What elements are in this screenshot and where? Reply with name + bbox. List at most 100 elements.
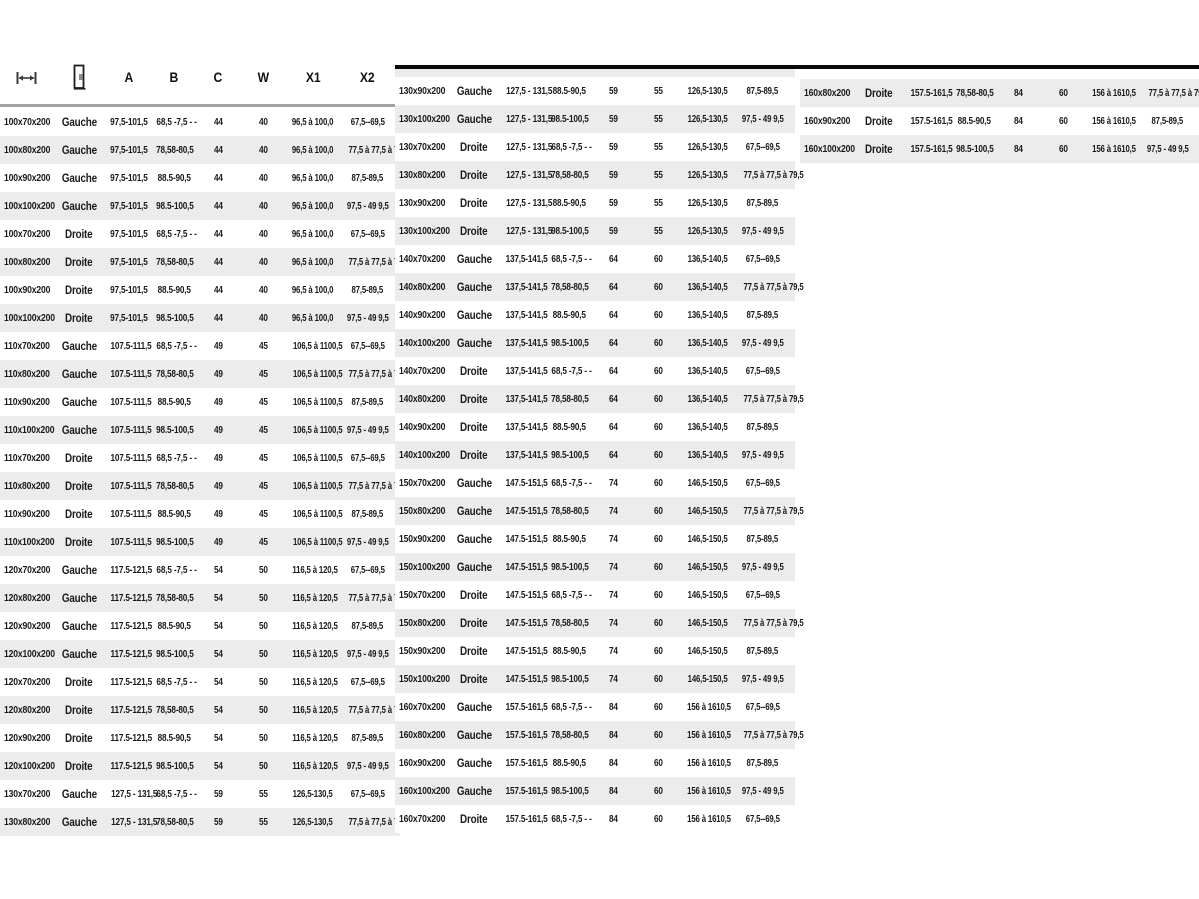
cell-side: Droite: [65, 255, 93, 269]
cell-c: 64: [608, 309, 618, 321]
cell-a: 97,5-101,5: [110, 228, 148, 240]
cell-size: 130x70x200: [4, 788, 51, 800]
cell-x1: 156 à 1610,5: [687, 701, 731, 713]
cell-w: 55: [653, 197, 663, 209]
table-row: 130x80x200 Droite 127,5 - 131,5 78,58-80,5 5…: [395, 161, 804, 189]
cell-x1: 126,5-130,5: [688, 85, 728, 97]
table-row: 110x80x200 Gauche 107.5-111,5 78,58-80,5 49 4…: [0, 360, 409, 388]
table-row: 150x100x200 Droite 147.5-151,5 98.5-100,5 74…: [395, 665, 795, 693]
cell-side: Gauche: [456, 532, 492, 546]
cell-b: 98.5-100,5: [156, 424, 194, 436]
cell-a: 107.5-111,5: [110, 536, 152, 548]
table-row: 140x80x200 Droite 137,5-141,5 78,58-80,5 64 6…: [395, 385, 804, 413]
cell-c: 44: [213, 228, 223, 240]
cell-x1: 106,5 à 1100,5: [292, 452, 343, 464]
cell-a: 97,5-101,5: [110, 284, 148, 296]
cell-side: Gauche: [456, 280, 492, 294]
table-row: 140x70x200 Droite 137,5-141,5 68,5 -7,5 - -…: [395, 357, 795, 385]
cell-c: 44: [213, 172, 223, 184]
cell-size: 120x80x200: [4, 592, 51, 604]
cell-w: 60: [653, 281, 663, 293]
cell-x1: 106,5 à 1100,5: [292, 396, 343, 408]
cell-size: 100x100x200: [4, 200, 55, 212]
cell-x1: 156 à 1610,5: [687, 757, 731, 769]
cell-a: 127,5 - 131,5: [506, 85, 553, 97]
cell-w: 60: [1058, 87, 1068, 99]
cell-size: 120x100x200: [4, 760, 55, 772]
cell-c: 64: [608, 365, 618, 377]
cell-b: 68,5 -7,5 - -: [156, 788, 197, 800]
cell-c: 74: [608, 673, 618, 685]
cell-x1: 156 à 1610,5: [687, 729, 731, 741]
cell-c: 49: [213, 424, 223, 436]
cell-b: 68,5 -7,5 - -: [156, 564, 197, 576]
table-row: 160x80x200 Droite 157.5-161,5 78,58-80,5 84 6…: [800, 79, 1199, 107]
cell-x1: 126,5-130,5: [688, 169, 728, 181]
cell-size: 120x90x200: [4, 732, 51, 744]
column-header-c: C: [213, 69, 223, 85]
cell-b: 68,5 -7,5 - -: [551, 253, 592, 265]
table-row: 110x90x200 Gauche 107.5-111,5 88.5-90,5 49 45…: [0, 388, 400, 416]
cell-side: Droite: [65, 759, 93, 773]
cell-a: 127,5 - 131,5: [111, 816, 158, 828]
cell-x2: 87,5-89,5: [351, 284, 384, 296]
cell-side: Gauche: [61, 647, 97, 661]
cell-size: 160x80x200: [399, 729, 446, 741]
cell-side: Droite: [460, 196, 488, 210]
cell-a: 147.5-151,5: [505, 589, 548, 601]
cell-size: 110x90x200: [4, 396, 50, 408]
cell-w: 40: [258, 228, 268, 240]
cell-b: 88.5-90,5: [957, 115, 991, 127]
cell-b: 98.5-100,5: [551, 225, 589, 237]
cell-c: 59: [608, 197, 618, 209]
cell-w: 45: [258, 396, 268, 408]
cell-x2: 67,5--69,5: [350, 116, 385, 128]
cell-x1: 96,5 à 100,0: [292, 256, 334, 268]
cell-x2: 87,5-89,5: [351, 620, 384, 632]
cell-b: 98.5-100,5: [156, 536, 194, 548]
cell-side: Gauche: [61, 339, 97, 353]
cell-x1: 136,5-140,5: [688, 253, 728, 265]
cell-x1: 116,5 à 120,5: [292, 564, 338, 576]
cell-size: 140x100x200: [399, 449, 450, 461]
table-row: 150x70x200 Gauche 147.5-151,5 68,5 -7,5 - -…: [395, 469, 795, 497]
cell-x2: 77,5 à 77,5 à 79,5: [348, 592, 409, 604]
cell-b: 98.5-100,5: [156, 648, 194, 660]
cell-w: 50: [258, 648, 268, 660]
cell-c: 84: [1013, 115, 1023, 127]
cell-c: 74: [608, 477, 618, 489]
cell-w: 60: [1058, 115, 1068, 127]
cell-c: 84: [608, 701, 618, 713]
cell-a: 157.5-161,5: [910, 87, 953, 99]
cell-side: Droite: [460, 616, 488, 630]
cell-x2: 97,5 - 49 9,5: [346, 536, 389, 548]
cell-x1: 146,5-150,5: [688, 645, 728, 657]
cell-w: 40: [258, 312, 268, 324]
cell-a: 147.5-151,5: [505, 477, 548, 489]
table-row: 130x70x200 Gauche 127,5 - 131,5 68,5 -7,5 -…: [0, 780, 400, 808]
cell-c: 44: [213, 116, 223, 128]
cell-x1: 106,5 à 1100,5: [292, 480, 343, 492]
cell-size: 160x90x200: [804, 115, 851, 127]
cell-x1: 156 à 1610,5: [687, 785, 731, 797]
cell-size: 100x90x200: [4, 172, 51, 184]
cell-x2: 87,5-89,5: [1151, 115, 1184, 127]
cell-x2: 77,5 à 77,5 à 79,5: [1148, 87, 1199, 99]
cell-x1: 156 à 1610,5: [1092, 143, 1136, 155]
cell-w: 40: [258, 200, 268, 212]
table-row: 130x90x200 Gauche 127,5 - 131,5 88.5-90,5 59…: [395, 77, 795, 105]
cell-b: 98.5-100,5: [551, 561, 589, 573]
cell-c: 84: [608, 757, 618, 769]
cell-size: 100x100x200: [4, 312, 55, 324]
cell-x2: 67,5--69,5: [745, 589, 780, 601]
cell-b: 68,5 -7,5 - -: [551, 813, 592, 825]
cell-a: 97,5-101,5: [110, 200, 148, 212]
cell-b: 98.5-100,5: [551, 673, 589, 685]
cell-b: 98.5-100,5: [551, 337, 589, 349]
cell-c: 84: [608, 785, 618, 797]
column-header-w: W: [257, 69, 269, 85]
table-row: 150x70x200 Droite 147.5-151,5 68,5 -7,5 - -…: [395, 581, 795, 609]
cell-a: 137,5-141,5: [505, 253, 548, 265]
cell-x2: 97,5 - 49 9,5: [741, 561, 784, 573]
table-row: 150x80x200 Gauche 147.5-151,5 78,58-80,5 74 6…: [395, 497, 804, 525]
